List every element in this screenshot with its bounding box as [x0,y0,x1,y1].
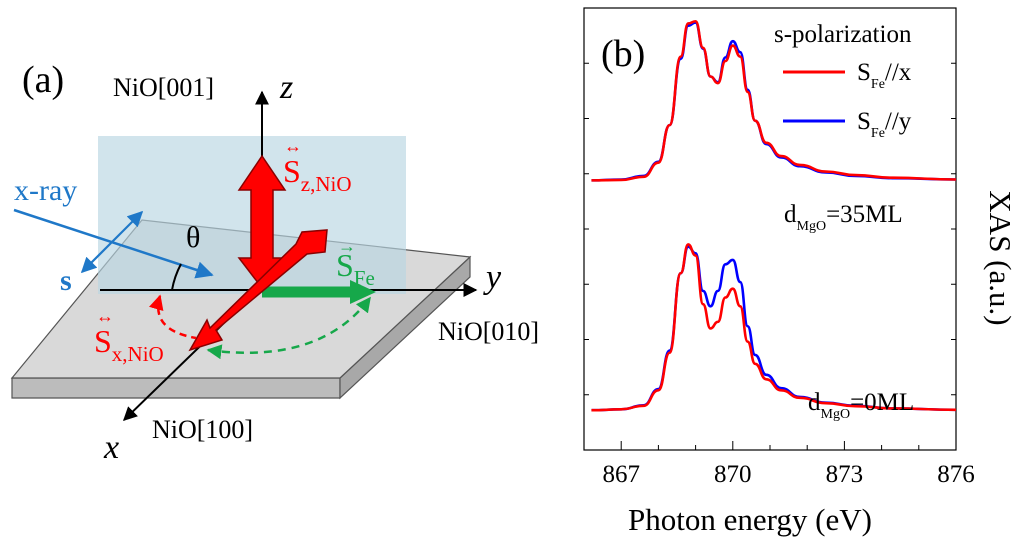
sfe-overarrow: → [338,236,356,256]
sx-nio-overarrow: ↔ [96,306,114,326]
theta-label: θ [186,221,200,254]
x-tick-label: 867 [602,461,640,488]
polarization-s-label: s [60,264,72,297]
sfe-label: SFe [336,247,375,290]
z-direction-label: NiO[001] [113,73,214,102]
x-tick-label: 873 [826,461,864,488]
legend-title: s-polarization [774,21,912,48]
theta-angle-arc [171,263,182,291]
annotation-0ml: dMgO=0ML [808,389,914,422]
panel-a: (a) y NiO[010] x NiO[100] z NiO[001] x-r… [10,59,539,466]
x-ticks: 867 870 873 876 [584,62,975,488]
polarization-double-arrow [80,210,144,274]
sz-nio-overarrow: ↔ [284,136,302,156]
nio-rotation-dashed-arrow [149,294,197,340]
legend-entry-x: SFe//x [857,59,912,92]
fe-rotation-dashed-arrow [206,296,372,360]
x-tick-label: 870 [714,461,752,488]
snio-z-double-arrow [237,154,287,290]
spectra [591,19,957,412]
slab-front-face [11,377,341,399]
y-axis-title: XAS (a.u.) [983,190,1018,325]
x-axis-label: x [103,429,119,466]
annotation-35ml: dMgO=35ML [784,201,903,234]
spectrum-line-35ml-x [591,19,957,182]
y-axis-label: y [483,259,502,296]
x-axis-title: Photon energy (eV) [628,502,872,537]
panel-a-label: (a) [22,59,64,101]
x-direction-label: NiO[100] [152,415,253,444]
xray-label: x-ray [14,174,77,207]
y-direction-label: NiO[010] [438,317,539,346]
z-axis-label: z [279,69,293,106]
spectrum-line-0ml-x [591,243,957,412]
panel-b: 867 870 873 876 (b) s-polarization SFe//x S… [583,7,1018,537]
panel-b-label: (b) [601,33,645,75]
legend-entry-y: SFe//y [857,108,912,141]
x-tick-label: 876 [937,461,975,488]
sx-nio-label: Sx,NiO [94,323,164,366]
sz-nio-label: Sz,NiO [283,153,352,196]
